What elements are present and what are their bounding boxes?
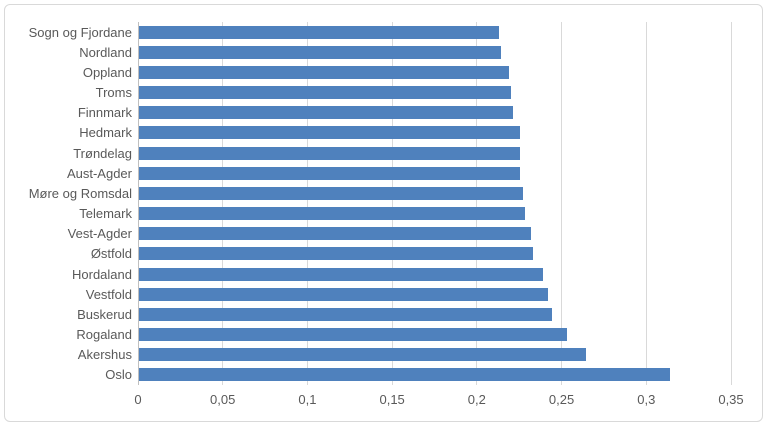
bar-row (139, 103, 731, 123)
value-axis-labels: 0 0,05 0,1 0,15 0,2 0,25 0,3 0,35 (134, 392, 743, 410)
bar-vest-agder (139, 227, 532, 241)
x-tick-label-0-05: 0,05 (210, 392, 236, 407)
bar-row (139, 22, 731, 42)
x-tick-label-0-25: 0,25 (548, 392, 575, 407)
gridline-0-05 (222, 22, 224, 385)
x-tick-label-0: 0 (134, 392, 142, 407)
bar-finnmark (139, 106, 513, 120)
bar-sogn-og-fjordane (139, 25, 500, 39)
bar-more-og-romsdal (139, 186, 523, 200)
gridline-0-25 (561, 22, 563, 385)
category-label-telemark: Telemark (79, 206, 132, 222)
bar-row (139, 83, 731, 103)
category-label-hedmark: Hedmark (79, 125, 132, 141)
category-label-vest-agder: Vest-Agder (67, 226, 132, 242)
bar-row (139, 224, 731, 244)
x-tick-label-0-3: 0,3 (637, 392, 656, 407)
category-label-vestfold: Vestfold (85, 286, 132, 302)
bar-hedmark (139, 126, 520, 140)
category-axis-labels: Sogn og Fjordane Nordland Oppland Troms Finn… (5, 22, 132, 385)
bar-row (139, 204, 731, 224)
gridline-0-1 (306, 22, 308, 385)
gridline-0-2 (476, 22, 478, 385)
bar-row (139, 42, 731, 62)
category-label-oslo: Oslo (105, 367, 132, 383)
bar-row (139, 365, 731, 385)
category-label-oppland: Oppland (82, 64, 132, 80)
bar-row (139, 304, 731, 324)
category-axis-line (137, 22, 139, 385)
category-label-aust-agder: Aust-Agder (66, 165, 132, 181)
bar-row (139, 264, 731, 284)
category-label-buskerud: Buskerud (77, 306, 132, 322)
chart-frame: Sogn og Fjordane Nordland Oppland Troms Finn… (4, 4, 763, 422)
bar-row (139, 123, 731, 143)
category-label-sogn-og-fjordane: Sogn og Fjordane (28, 24, 132, 40)
bar-rogaland (139, 328, 567, 342)
gridline-0-15 (391, 22, 393, 385)
bar-oppland (139, 65, 510, 79)
bar-row (139, 143, 731, 163)
category-label-troms: Troms (95, 85, 132, 101)
category-label-akershus: Akershus (77, 347, 132, 363)
category-label-trondelag: Trøndelag (73, 145, 132, 161)
bar-row (139, 284, 731, 304)
category-label-ostfold: Østfold (90, 246, 132, 262)
x-tick-label-0-15: 0,15 (379, 392, 405, 407)
x-tick-label-0-1: 0,1 (298, 392, 317, 407)
gridline-0-3 (645, 22, 647, 385)
bar-aust-agder (139, 166, 520, 180)
bar-row (139, 183, 731, 203)
category-label-finnmark: Finnmark (77, 105, 132, 121)
bar-vestfold (139, 287, 549, 301)
bar-troms (139, 86, 512, 100)
category-label-hordaland: Hordaland (72, 266, 132, 282)
bar-akershus (139, 348, 586, 362)
bar-row (139, 62, 731, 82)
bar-trondelag (139, 146, 520, 160)
category-label-nordland: Nordland (79, 44, 132, 60)
category-label-more-og-romsdal: Møre og Romsdal (28, 185, 132, 201)
bar-row (139, 325, 731, 345)
category-label-rogaland: Rogaland (76, 327, 132, 343)
bar-nordland (139, 45, 501, 59)
bar-row (139, 345, 731, 365)
x-tick-label-0-2: 0,2 (467, 392, 486, 407)
bar-buskerud (139, 307, 552, 321)
bar-oslo (139, 368, 671, 382)
x-tick-label-0-35: 0,35 (718, 392, 744, 407)
bar-ostfold (139, 247, 534, 261)
bar-hordaland (139, 267, 544, 281)
bar-telemark (139, 207, 525, 221)
bar-row (139, 163, 731, 183)
gridline-0-35 (730, 22, 732, 385)
bar-row (139, 244, 731, 264)
plot-area (137, 22, 732, 385)
